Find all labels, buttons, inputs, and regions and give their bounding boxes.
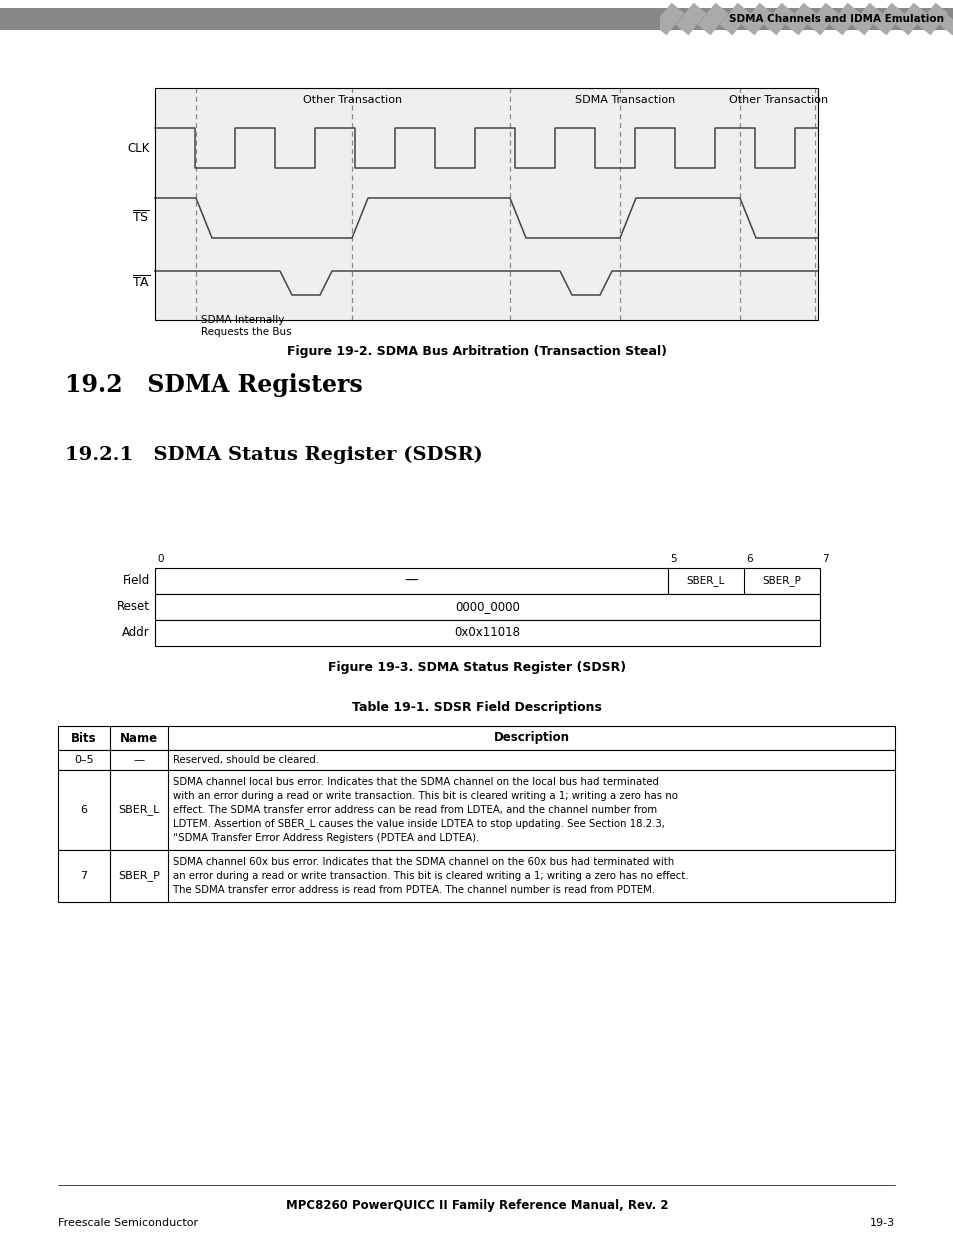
Text: SBER_L: SBER_L xyxy=(686,576,724,587)
Text: Figure 19-2. SDMA Bus Arbitration (Transaction Steal): Figure 19-2. SDMA Bus Arbitration (Trans… xyxy=(287,346,666,358)
Bar xyxy=(154,88,817,320)
Text: Reset: Reset xyxy=(117,600,150,614)
Text: Figure 19-3. SDMA Status Register (SDSR): Figure 19-3. SDMA Status Register (SDSR) xyxy=(328,662,625,674)
Text: MPC8260 PowerQUICC II Family Reference Manual, Rev. 2: MPC8260 PowerQUICC II Family Reference M… xyxy=(286,1198,667,1212)
Text: Addr: Addr xyxy=(122,626,150,640)
Bar xyxy=(154,568,820,594)
Text: 7: 7 xyxy=(821,555,828,564)
Bar xyxy=(58,769,894,850)
Text: SDMA Channels and IDMA Emulation: SDMA Channels and IDMA Emulation xyxy=(728,14,943,23)
Text: 0x0x11018: 0x0x11018 xyxy=(454,626,520,640)
Bar xyxy=(154,620,820,646)
Text: 19-3: 19-3 xyxy=(869,1218,894,1228)
Text: Bits: Bits xyxy=(71,731,96,745)
Text: SBER_P: SBER_P xyxy=(761,576,801,587)
Text: SDMA channel 60x bus error. Indicates that the SDMA channel on the 60x bus had t: SDMA channel 60x bus error. Indicates th… xyxy=(172,857,688,894)
Text: SDMA Internally
Requests the Bus: SDMA Internally Requests the Bus xyxy=(201,315,292,337)
Text: Freescale Semiconductor: Freescale Semiconductor xyxy=(58,1218,198,1228)
Text: SBER_P: SBER_P xyxy=(118,871,160,882)
Bar xyxy=(58,750,894,769)
Text: 0–5: 0–5 xyxy=(74,755,93,764)
Bar xyxy=(154,594,820,620)
Bar xyxy=(0,7,659,30)
Text: —: — xyxy=(133,755,145,764)
Text: 5: 5 xyxy=(669,555,676,564)
Bar xyxy=(58,726,894,750)
Text: $\overline{\mathregular{TA}}$: $\overline{\mathregular{TA}}$ xyxy=(132,275,150,290)
Bar xyxy=(0,7,953,30)
Text: —: — xyxy=(404,574,418,588)
Text: Reserved, should be cleared.: Reserved, should be cleared. xyxy=(172,755,318,764)
Text: Description: Description xyxy=(493,731,569,745)
Text: Name: Name xyxy=(120,731,158,745)
Text: CLK: CLK xyxy=(128,142,150,154)
Text: 0000_0000: 0000_0000 xyxy=(455,600,519,614)
Text: Table 19-1. SDSR Field Descriptions: Table 19-1. SDSR Field Descriptions xyxy=(352,701,601,715)
Text: 6: 6 xyxy=(80,805,88,815)
Text: Other Transaction: Other Transaction xyxy=(303,95,402,105)
Text: Other Transaction: Other Transaction xyxy=(729,95,828,105)
Text: SDMA channel local bus error. Indicates that the SDMA channel on the local bus h: SDMA channel local bus error. Indicates … xyxy=(172,777,678,842)
Text: 19.2.1   SDMA Status Register (SDSR): 19.2.1 SDMA Status Register (SDSR) xyxy=(65,446,482,464)
Text: 0: 0 xyxy=(157,555,163,564)
Text: 7: 7 xyxy=(80,871,88,881)
Bar xyxy=(58,850,894,902)
Text: 19.2   SDMA Registers: 19.2 SDMA Registers xyxy=(65,373,362,396)
Text: Field: Field xyxy=(123,574,150,588)
Text: SDMA Transaction: SDMA Transaction xyxy=(575,95,675,105)
Text: SBER_L: SBER_L xyxy=(118,804,159,815)
Text: $\overline{\mathregular{TS}}$: $\overline{\mathregular{TS}}$ xyxy=(132,210,150,226)
Text: 6: 6 xyxy=(745,555,752,564)
Bar xyxy=(154,88,817,320)
